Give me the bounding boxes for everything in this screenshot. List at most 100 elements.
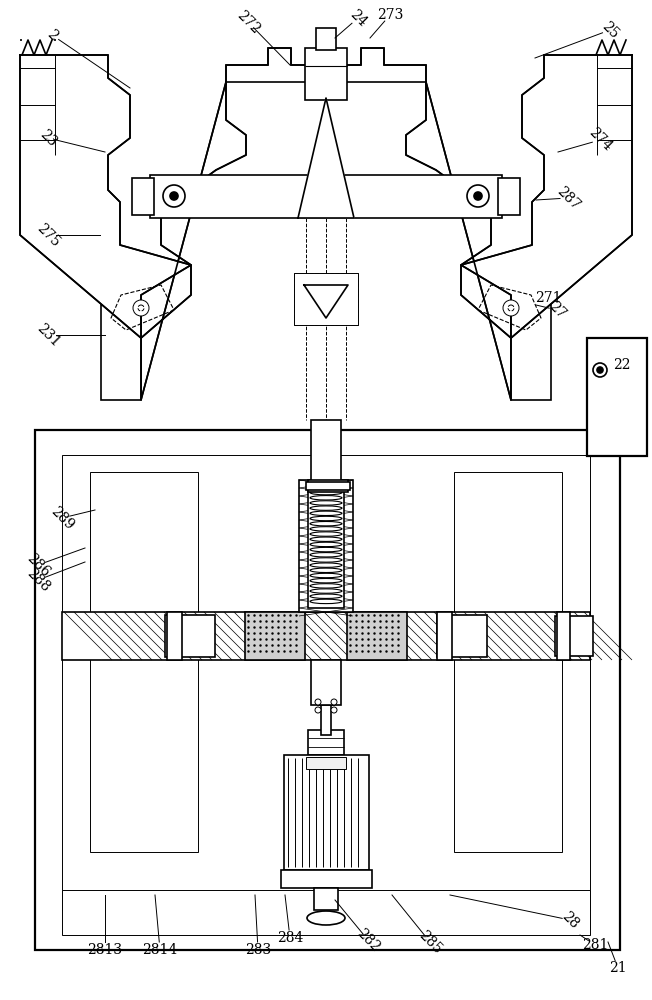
Text: 22: 22 xyxy=(614,358,630,372)
Bar xyxy=(321,700,331,735)
Text: 284: 284 xyxy=(277,931,303,945)
Ellipse shape xyxy=(310,501,342,505)
Bar xyxy=(306,757,346,769)
Circle shape xyxy=(597,367,603,373)
Ellipse shape xyxy=(310,578,342,583)
Ellipse shape xyxy=(310,558,342,562)
Bar xyxy=(165,615,215,657)
Bar xyxy=(305,48,347,100)
Bar xyxy=(62,612,590,660)
Ellipse shape xyxy=(310,532,342,536)
Bar xyxy=(311,420,341,485)
Text: 288: 288 xyxy=(23,566,52,594)
Bar xyxy=(132,178,154,215)
Circle shape xyxy=(170,192,178,200)
Bar xyxy=(245,612,305,660)
Text: 2814: 2814 xyxy=(142,943,177,957)
Bar xyxy=(454,472,562,852)
Ellipse shape xyxy=(310,506,342,510)
Bar xyxy=(284,755,369,870)
Bar xyxy=(299,480,353,612)
Polygon shape xyxy=(304,285,348,318)
Bar xyxy=(314,888,338,910)
Polygon shape xyxy=(298,98,354,218)
Circle shape xyxy=(331,707,337,713)
Ellipse shape xyxy=(310,599,342,604)
Text: 28: 28 xyxy=(559,909,581,931)
Ellipse shape xyxy=(310,584,342,588)
Polygon shape xyxy=(20,55,191,338)
Text: 272: 272 xyxy=(233,8,262,36)
Text: 231: 231 xyxy=(34,321,63,349)
Circle shape xyxy=(503,300,519,316)
Text: 27: 27 xyxy=(546,299,568,321)
Text: 283: 283 xyxy=(245,943,271,957)
Ellipse shape xyxy=(310,547,342,552)
Ellipse shape xyxy=(310,568,342,573)
Text: 23: 23 xyxy=(37,127,59,149)
Polygon shape xyxy=(511,305,551,400)
Bar xyxy=(316,28,336,50)
Ellipse shape xyxy=(310,589,342,593)
Text: 271: 271 xyxy=(535,291,561,305)
Text: 273: 273 xyxy=(377,8,403,22)
Text: 21: 21 xyxy=(609,961,627,975)
Bar xyxy=(35,430,620,950)
Text: 24: 24 xyxy=(347,7,369,29)
Text: 275: 275 xyxy=(34,221,63,249)
Bar xyxy=(306,482,350,490)
Bar xyxy=(308,730,344,755)
Text: 285: 285 xyxy=(416,928,444,956)
Ellipse shape xyxy=(310,511,342,516)
Text: 289: 289 xyxy=(48,504,76,532)
Circle shape xyxy=(163,185,185,207)
Polygon shape xyxy=(461,55,632,338)
Text: 2813: 2813 xyxy=(87,943,123,957)
Bar xyxy=(437,612,452,660)
Text: 2: 2 xyxy=(44,27,60,43)
Bar xyxy=(62,890,590,935)
Ellipse shape xyxy=(310,527,342,531)
Circle shape xyxy=(508,305,514,311)
Bar xyxy=(347,612,407,660)
Circle shape xyxy=(315,699,321,705)
Ellipse shape xyxy=(307,911,345,925)
Text: 287: 287 xyxy=(554,184,582,212)
Ellipse shape xyxy=(310,490,342,495)
Circle shape xyxy=(133,300,149,316)
Text: 282: 282 xyxy=(354,926,382,954)
Circle shape xyxy=(474,192,482,200)
Bar xyxy=(167,612,182,660)
Ellipse shape xyxy=(310,553,342,557)
Text: 286: 286 xyxy=(23,551,52,579)
Bar xyxy=(587,338,647,456)
Bar xyxy=(281,870,372,888)
Bar xyxy=(557,612,570,660)
Ellipse shape xyxy=(310,537,342,541)
Bar xyxy=(311,660,341,705)
Bar xyxy=(308,480,348,492)
Ellipse shape xyxy=(310,573,342,578)
Circle shape xyxy=(467,185,489,207)
Ellipse shape xyxy=(310,516,342,521)
Bar xyxy=(498,178,520,215)
Text: 281: 281 xyxy=(582,938,608,952)
Circle shape xyxy=(331,699,337,705)
Ellipse shape xyxy=(310,563,342,567)
Circle shape xyxy=(315,707,321,713)
Polygon shape xyxy=(101,305,141,400)
Bar xyxy=(555,616,593,656)
Bar xyxy=(294,273,358,325)
Text: 274: 274 xyxy=(585,126,614,154)
Ellipse shape xyxy=(310,521,342,526)
Circle shape xyxy=(593,363,607,377)
Bar xyxy=(318,690,334,705)
Bar xyxy=(90,472,198,852)
Ellipse shape xyxy=(310,594,342,598)
Circle shape xyxy=(138,305,144,311)
Ellipse shape xyxy=(310,496,342,500)
Bar xyxy=(150,175,502,218)
Bar xyxy=(308,488,344,608)
Ellipse shape xyxy=(310,542,342,547)
Bar xyxy=(62,455,590,910)
